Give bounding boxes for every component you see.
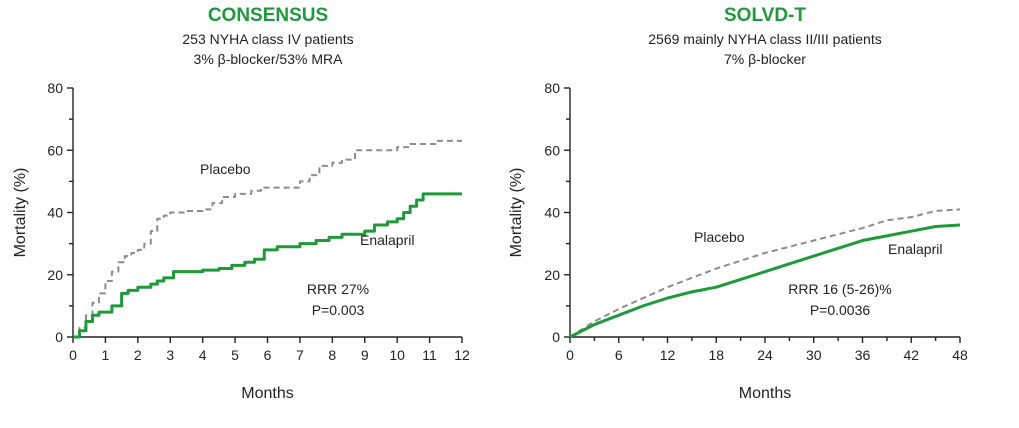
- solvd-y-tick-label: 80: [544, 80, 560, 96]
- solvd-placebo-curve: [569, 208, 961, 338]
- solvd-x-tick-label: 6: [615, 347, 623, 363]
- consensus-x-tick-label: 7: [296, 347, 304, 363]
- consensus-y-axis-label: Mortality (%): [12, 168, 29, 258]
- consensus-x-axis-label: Months: [241, 385, 293, 402]
- consensus-annotation-2: P=0.003: [312, 302, 365, 318]
- solvd-x-tick-label: 12: [660, 347, 676, 363]
- solvd-x-tick-label: 30: [806, 347, 822, 363]
- solvd-annotation-1: RRR 16 (5-26)%: [788, 281, 891, 297]
- solvd-enalapril-curve: [569, 223, 961, 339]
- consensus-x-tick-label: 3: [166, 347, 174, 363]
- consensus-annotation-1: RRR 27%: [307, 281, 369, 297]
- solvd-x-tick-label: 24: [757, 347, 773, 363]
- consensus-y-tick-label: 40: [47, 205, 63, 221]
- consensus-x-tick-label: 4: [199, 347, 207, 363]
- solvd-y-tick-label: 20: [544, 267, 560, 283]
- solvd-annotation-2: P=0.0036: [810, 302, 871, 318]
- consensus-x-tick-label: 9: [361, 347, 369, 363]
- consensus-y-tick-label: 80: [47, 80, 63, 96]
- solvd-subtitle-1: 2569 mainly NYHA class II/III patients: [648, 31, 881, 47]
- solvd-x-tick-label: 42: [903, 347, 919, 363]
- solvd-enalapril-label: Enalapril: [888, 241, 942, 257]
- solvd-title: SOLVD-T: [724, 5, 806, 26]
- solvd-subtitle-2: 7% β-blocker: [724, 51, 806, 67]
- consensus-x-tick-label: 1: [102, 347, 110, 363]
- consensus-x-tick-label: 12: [454, 347, 470, 363]
- consensus-placebo-curve: [73, 139, 462, 338]
- consensus-y-tick-label: 60: [47, 142, 63, 158]
- solvd-y-axis-label: Mortality (%): [508, 168, 525, 258]
- consensus-subtitle-2: 3% β-blocker/53% MRA: [194, 51, 344, 67]
- consensus-placebo-label: Placebo: [200, 161, 251, 177]
- solvd-x-axis-label: Months: [739, 385, 791, 402]
- consensus-enalapril-curve: [73, 192, 462, 339]
- solvd-y-tick-label: 60: [544, 142, 560, 158]
- solvd-x-tick-label: 36: [855, 347, 871, 363]
- consensus-y-tick-label: 20: [47, 267, 63, 283]
- solvd-placebo-label: Placebo: [694, 229, 745, 245]
- consensus-x-tick-label: 2: [134, 347, 142, 363]
- consensus-y-tick-label: 0: [55, 329, 63, 345]
- consensus-enalapril-label: Enalapril: [360, 232, 414, 248]
- consensus-x-tick-label: 5: [231, 347, 239, 363]
- consensus-x-tick-label: 6: [264, 347, 272, 363]
- consensus-x-tick-label: 11: [422, 347, 437, 363]
- consensus-title: CONSENSUS: [208, 5, 328, 26]
- solvd-x-tick-label: 48: [952, 347, 968, 363]
- solvd-x-tick-label: 18: [708, 347, 724, 363]
- solvd-y-tick-label: 40: [544, 205, 560, 221]
- consensus-x-tick-label: 8: [328, 347, 336, 363]
- consensus-x-tick-label: 0: [69, 347, 77, 363]
- consensus-subtitle-1: 253 NYHA class IV patients: [182, 31, 353, 47]
- solvd-y-tick-label: 0: [552, 329, 560, 345]
- solvd-x-tick-label: 0: [566, 347, 574, 363]
- consensus-x-tick-label: 10: [389, 347, 405, 363]
